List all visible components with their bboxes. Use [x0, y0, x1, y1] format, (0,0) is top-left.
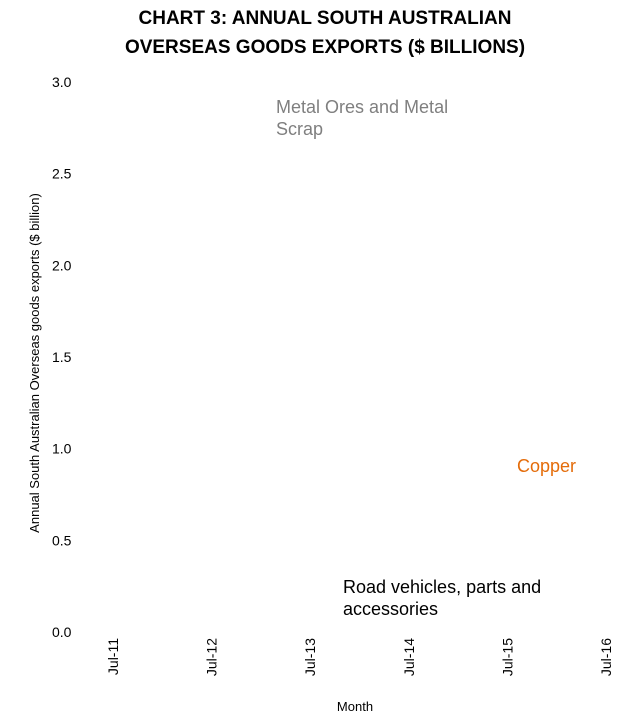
y-axis-ticks: 0.0 0.5 1.0 1.5 2.0 2.5 3.0 [52, 74, 72, 640]
y-tick-label: 2.0 [52, 257, 72, 273]
y-tick-label: 3.0 [52, 74, 72, 90]
chart-title-line: OVERSEAS GOODS EXPORTS ($ BILLIONS) [125, 37, 525, 58]
x-tick-label: Jul-11 [105, 638, 121, 675]
y-tick-label: 2.5 [52, 166, 72, 182]
annotation-label: Scrap [276, 119, 323, 139]
y-tick-label: 1.0 [52, 441, 72, 457]
y-tick-label: 0.0 [52, 624, 72, 640]
annotation-label: Metal Ores and Metal [276, 97, 448, 117]
x-tick-label: Jul-13 [302, 638, 318, 676]
x-axis-label: Month [337, 699, 373, 714]
chart-title: CHART 3: ANNUAL SOUTH AUSTRALIAN OVERSEAS… [125, 8, 525, 58]
y-tick-label: 0.5 [52, 532, 72, 548]
x-tick-label: Jul-12 [204, 638, 220, 676]
y-axis-label: Annual South Australian Overseas goods e… [27, 193, 42, 533]
x-tick-label: Jul-14 [401, 638, 417, 676]
chart-title-line: CHART 3: ANNUAL SOUTH AUSTRALIAN [139, 8, 512, 29]
annotation-label: Road vehicles, parts and [343, 577, 541, 597]
x-tick-label: Jul-16 [598, 638, 614, 676]
annotation-label: Copper [517, 456, 576, 476]
x-tick-label: Jul-15 [499, 638, 515, 676]
x-axis-ticks: Jul-11 Jul-12 Jul-13 Jul-14 Jul-15 Jul-16 [105, 638, 614, 676]
annotation-label: accessories [343, 599, 438, 619]
y-tick-label: 1.5 [52, 349, 72, 365]
